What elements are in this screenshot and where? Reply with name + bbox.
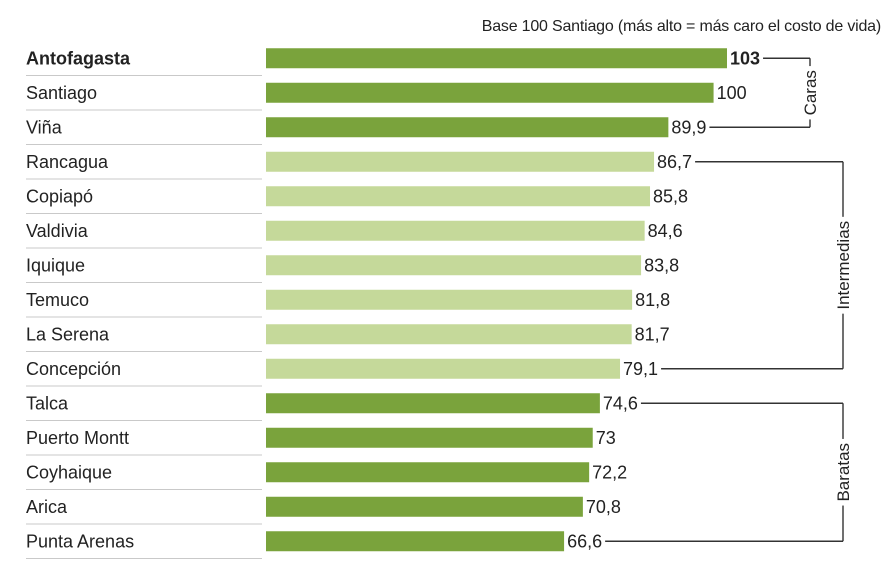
bar [266,427,593,448]
value-label: 89,9 [671,117,706,137]
value-label: 74,6 [603,393,638,413]
bar [266,289,633,310]
category-label: Coyhaique [26,462,112,482]
bar [266,220,645,241]
value-label: 66,6 [567,531,602,551]
category-label: Concepción [26,359,121,379]
bar [266,117,669,138]
bar [266,82,714,103]
value-label: 70,8 [586,497,621,517]
value-label: 85,8 [653,186,688,206]
bar [266,531,565,552]
category-label: Valdivia [26,221,89,241]
category-label: La Serena [26,324,110,344]
group-label: Intermedias [834,221,853,310]
category-label: Viña [26,117,63,137]
bar [266,358,621,379]
bar [266,48,727,69]
bar [266,255,642,276]
value-label: 72,2 [592,462,627,482]
value-label: 81,7 [635,324,670,344]
category-label: Arica [26,497,68,517]
category-label: Puerto Montt [26,428,129,448]
bar [266,324,632,345]
category-label: Santiago [26,83,97,103]
group-label: Baratas [834,443,853,502]
group-label: Caras [801,70,820,115]
category-label: Talca [26,393,69,413]
value-label: 84,6 [648,221,683,241]
value-label: 103 [730,48,760,68]
value-label: 81,8 [635,290,670,310]
chart-subtitle: Base 100 Santiago (más alto = más caro e… [481,18,881,35]
bar [266,393,600,414]
bar [266,462,590,483]
value-label: 79,1 [623,359,658,379]
category-label: Copiapó [26,186,93,206]
category-label: Punta Arenas [26,531,134,551]
value-label: 100 [717,83,747,103]
bar [266,496,583,517]
value-label: 86,7 [657,152,692,172]
bar [266,151,655,172]
bar [266,186,651,207]
value-label: 83,8 [644,255,679,275]
value-label: 73 [596,428,616,448]
category-label: Iquique [26,255,85,275]
category-label: Rancagua [26,152,109,172]
category-label: Temuco [26,290,89,310]
category-label: Antofagasta [26,48,131,68]
